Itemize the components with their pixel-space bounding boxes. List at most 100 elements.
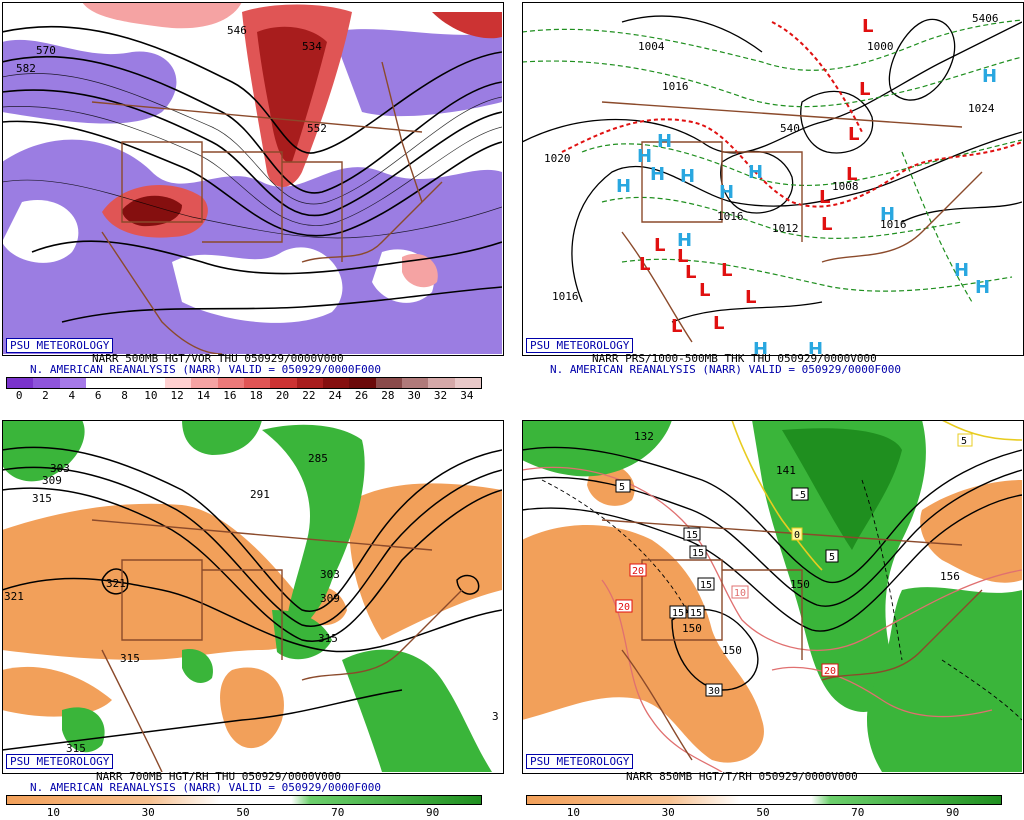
svg-text:0: 0 (794, 530, 800, 541)
psu-meteorology-tag: PSU METEOROLOGY (6, 338, 114, 353)
contour-label-box: 5 (825, 549, 839, 563)
svg-text:20: 20 (632, 566, 644, 577)
rh-colorbar (6, 795, 482, 805)
contour-label: 546 (227, 24, 247, 37)
colorbar-swatch (375, 378, 402, 388)
high-pressure-symbol: H (954, 260, 969, 281)
pressure-map: H H H H H H H H H H H H H H L L L L L L … (522, 2, 1022, 354)
svg-text:30: 30 (708, 686, 720, 697)
contour-label-box: 5 (615, 479, 631, 493)
high-pressure-symbol: H (808, 339, 823, 354)
low-pressure-symbol: L (848, 124, 859, 145)
colorbar-tick-label: 90 (945, 806, 960, 819)
contour-label-box: 15 (689, 545, 707, 559)
high-pressure-symbol: H (880, 204, 895, 225)
colorbar-tick-label: 2 (42, 389, 49, 402)
contour-label: 1000 (867, 40, 894, 53)
colorbar-swatch (217, 378, 244, 388)
high-pressure-symbol: H (677, 230, 692, 251)
svg-text:15: 15 (692, 548, 704, 559)
contour-label-box: 10 (731, 585, 749, 599)
contour-label: 570 (36, 44, 56, 57)
low-pressure-symbol: L (846, 164, 857, 185)
contour-label: 552 (307, 122, 327, 135)
contour-label-box: 15 (669, 605, 687, 619)
colorbar-ticks: 0 2 4 6 8 10 12 14 16 18 20 22 24 26 28 30 32 34 (6, 389, 480, 402)
colorbar-swatch (164, 378, 192, 388)
contour-label: 150 (682, 622, 702, 635)
colorbar-tick-label: 26 (354, 389, 369, 402)
contour-label: 540 (780, 122, 800, 135)
contour-label: 1016 (717, 210, 744, 223)
contour-label: 1004 (638, 40, 665, 53)
panel-850mb-hgt-t-rh: 5 15 15 15 15 15 20 20 10 30 20 5 -5 0 5… (522, 420, 1024, 820)
colorbar-tick-label: 34 (460, 389, 474, 402)
svg-text:15: 15 (700, 580, 712, 591)
colorbar-swatch (401, 378, 429, 388)
high-pressure-symbol: H (719, 182, 734, 203)
contour-label: 285 (308, 452, 328, 465)
colorbar-swatch (349, 378, 376, 388)
colorbar-swatch (296, 378, 323, 388)
contour-label: 156 (940, 570, 960, 583)
contour-label: 309 (320, 592, 340, 605)
colorbar-tick-label: 18 (249, 389, 263, 402)
low-pressure-symbol: L (745, 287, 756, 308)
contour-label: 315 (66, 742, 86, 755)
rh-700mb-map: 303 309 315 321 321 315 285 291 303 309 … (2, 420, 502, 772)
colorbar-swatch (33, 378, 60, 388)
colorbar-ticks: 10 30 50 70 90 (6, 806, 480, 819)
low-pressure-symbol: L (671, 316, 682, 337)
contour-label-box: 5 (957, 433, 973, 447)
colorbar-tick-label: 16 (223, 389, 237, 402)
svg-text:20: 20 (824, 666, 836, 677)
svg-text:-5: -5 (794, 490, 806, 501)
contour-label: 291 (250, 488, 270, 501)
low-pressure-symbol: L (639, 254, 650, 275)
chart-title: NARR 500MB HGT/VOR THU 050929/0000V000 (92, 352, 344, 365)
colorbar-swatch (454, 378, 481, 388)
low-pressure-symbol: L (862, 16, 873, 37)
contour-label: 150 (790, 578, 810, 591)
contour-label: 1008 (832, 180, 859, 193)
contour-label-box: 20 (629, 563, 647, 577)
contour-label: 1020 (544, 152, 571, 165)
high-pressure-symbol: H (753, 339, 768, 354)
colorbar-tick-label: 12 (170, 389, 184, 402)
contour-label: 315 (32, 492, 52, 505)
svg-text:15: 15 (672, 608, 684, 619)
svg-text:5: 5 (961, 436, 967, 447)
colorbar-swatch (270, 378, 297, 388)
psu-meteorology-tag: PSU METEOROLOGY (6, 754, 114, 769)
contour-label: 1016 (880, 218, 907, 231)
colorbar-tick-label: 10 (46, 806, 61, 819)
colorbar-tick-label: 50 (756, 806, 770, 819)
contour-label: 1012 (772, 222, 799, 235)
colorbar-tick-label: 10 (144, 389, 158, 402)
panel-sfc-prs-thk: H H H H H H H H H H H H H H L L L L L L … (522, 2, 1024, 402)
panel-frame (522, 420, 1024, 774)
colorbar-swatch (322, 378, 350, 388)
colorbar-tick-label: 14 (196, 389, 211, 402)
rh-colorbar (526, 795, 1002, 805)
chart-subtitle: N. AMERICAN REANALYSIS (NARR) VALID = 05… (550, 363, 901, 376)
colorbar-tick-label: 30 (141, 806, 155, 819)
svg-text:5: 5 (619, 482, 625, 493)
high-pressure-symbol: H (637, 146, 652, 167)
colorbar-tick-label: 10 (566, 806, 581, 819)
colorbar-tick-label: 22 (302, 389, 316, 402)
colorbar-tick-label: 24 (328, 389, 342, 402)
low-pressure-symbol: L (819, 187, 830, 208)
contour-label: 5406 (972, 12, 999, 25)
low-pressure-symbol: L (859, 79, 870, 100)
rh-850mb-map: 5 15 15 15 15 15 20 20 10 30 20 5 -5 0 5… (522, 420, 1022, 772)
panel-700mb-hgt-rh: 303 309 315 321 321 315 285 291 303 309 … (2, 420, 504, 820)
colorbar-swatch (191, 378, 218, 388)
low-pressure-symbol: L (685, 262, 696, 283)
svg-text:5: 5 (829, 552, 835, 563)
colorbar-tick-label: 6 (94, 389, 102, 402)
contour-label-box: 20 (821, 663, 839, 677)
colorbar-swatch (59, 378, 86, 388)
contour-label: 309 (42, 474, 62, 487)
colorbar-tick-label: 70 (331, 806, 345, 819)
